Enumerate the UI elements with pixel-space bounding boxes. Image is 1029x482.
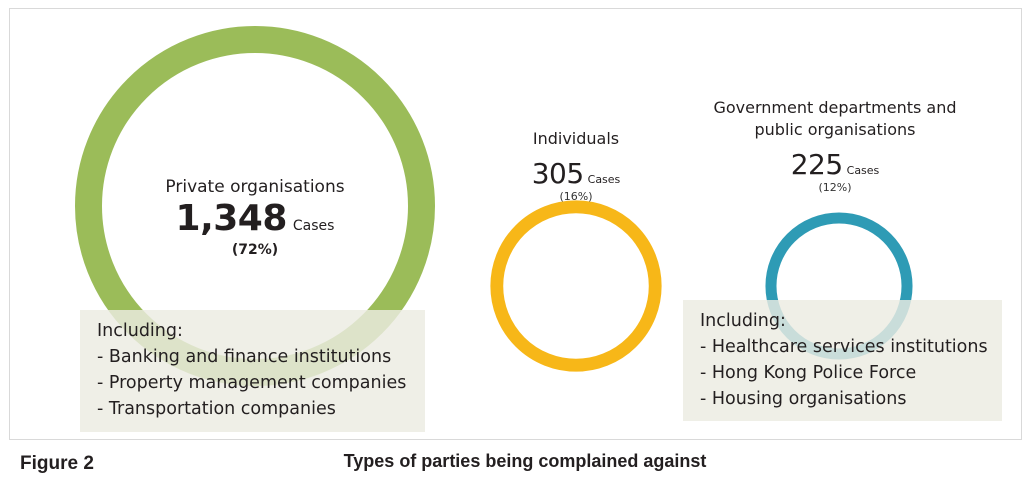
category-label: Private organisations [165,177,345,197]
note-item: - Transportation companies [97,399,336,419]
category-label-line-2: public organisations [754,120,916,139]
category-label-line-1: Government departments and [713,98,957,117]
count-value: 305 [531,157,584,190]
category-count: 225 Cases [690,149,980,181]
count-unit: Cases [292,218,335,234]
category-government: Government departments and public organi… [690,97,980,194]
figure-label: Figure 2 [20,453,94,474]
note-heading: Including: [97,321,183,341]
count-unit: Cases [846,164,880,177]
note-item: - Banking and finance institutions [97,347,392,367]
category-count: 1,348 Cases [140,198,370,240]
count-value: 225 [790,148,843,181]
figure-title: Types of parties being complained agains… [343,451,707,471]
category-percent: (16%) [559,190,593,203]
note-item: - Healthcare services institutions [700,337,988,357]
category-count: 305 Cases [506,158,646,190]
category-private: Private organisations 1,348 Cases (72%) [140,176,370,258]
note-item: - Hong Kong Police Force [700,363,917,383]
category-individuals: Individuals 305 Cases (16%) [506,128,646,203]
note-heading: Including: [700,311,786,331]
count-value: 1,348 [175,198,288,239]
category-percent: (12%) [818,181,852,194]
note-government: Including: - Healthcare services institu… [683,300,1002,421]
category-label: Individuals [532,129,620,148]
note-item: - Housing organisations [700,389,907,409]
count-unit: Cases [587,173,621,186]
note-item: - Property management companies [97,373,407,393]
category-percent: (72%) [231,242,279,258]
ring-individuals [490,200,662,372]
note-private: Including: - Banking and finance institu… [80,310,425,432]
